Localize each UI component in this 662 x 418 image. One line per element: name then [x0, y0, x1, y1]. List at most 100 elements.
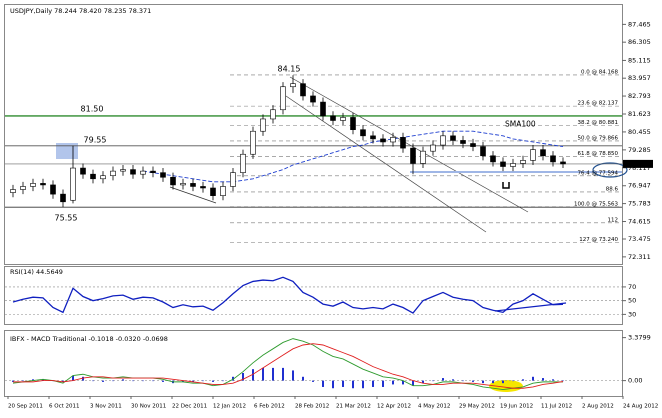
chart-title: USDJPY,Daily 78.244 78.420 78.235 78.371: [10, 7, 151, 15]
main-panel: [4, 4, 623, 265]
y-tick-label: 80.455: [628, 128, 651, 136]
x-tick-label: 4 May 2012: [418, 404, 450, 410]
histogram-bar: [122, 379, 124, 381]
histogram-bar: [272, 367, 274, 381]
y-tick-label: 83.957: [628, 74, 651, 82]
circle-annotation: [592, 162, 628, 178]
histogram-bar: [192, 380, 194, 382]
candle-body: [210, 187, 216, 196]
histogram-bar: [12, 380, 14, 382]
candle-body: [110, 170, 116, 177]
y-tick-label: 86.305: [628, 38, 651, 46]
y-tick-label: 50: [628, 297, 636, 305]
histogram-bar: [242, 372, 244, 381]
histogram-bar: [152, 380, 154, 382]
histogram-bar: [302, 376, 304, 381]
sma-line: [142, 130, 564, 183]
histogram-bar: [182, 380, 184, 382]
histogram-bar: [282, 367, 284, 381]
y-tick-label: 70: [628, 283, 636, 291]
y-tick-label: 3.3799: [628, 334, 651, 342]
candle-body: [290, 83, 296, 88]
candle-body: [270, 109, 276, 120]
histogram-bar: [482, 380, 484, 384]
macd-panel: [4, 330, 623, 397]
candle-body: [450, 135, 456, 141]
x-tick-label: 24 Aug 2012: [623, 404, 658, 410]
candle-body: [380, 138, 386, 143]
histogram-bar: [262, 367, 264, 381]
candle-body: [160, 172, 166, 178]
candle-body: [360, 129, 366, 137]
fib-label: 127 @ 73.240: [579, 237, 618, 243]
fib-label: 76.4 @ 77.594: [578, 170, 619, 176]
candle-body: [90, 173, 96, 180]
y-tick-label: 75.783: [628, 200, 651, 208]
candle-body: [60, 193, 66, 203]
channel-line: [289, 76, 529, 213]
histogram-bar: [452, 379, 454, 381]
candle-body: [540, 149, 546, 157]
peak-label: 84.15: [278, 65, 301, 74]
x-tick-label: 6 Oct 2011: [49, 404, 80, 410]
candle-body: [40, 183, 46, 186]
candle-body: [200, 186, 206, 189]
x-tick-label: 2 Aug 2012: [582, 404, 614, 410]
candle-body: [130, 169, 136, 175]
histogram-bar: [82, 376, 84, 381]
x-tick-label: 20 Sep 2011: [8, 404, 43, 410]
candle-body: [350, 117, 356, 130]
x-tick-label: 12 Jan 2012: [213, 404, 246, 410]
histogram-bar: [32, 379, 34, 381]
candle-body: [320, 101, 326, 117]
histogram-bar: [72, 375, 74, 381]
candle-body: [50, 184, 56, 195]
rsi-title: RSI(14) 44.5649: [10, 268, 63, 276]
y-tick-label: 0.00: [628, 377, 642, 385]
histogram-bar: [42, 379, 44, 381]
candle-body: [560, 161, 566, 165]
candle-body: [260, 118, 266, 132]
y-tick-label: 87.465: [628, 20, 651, 28]
fib-label: 23.6 @ 82.137: [578, 101, 619, 107]
histogram-bar: [312, 380, 314, 382]
histogram-bar: [512, 380, 514, 382]
level-label: 81.50: [81, 104, 104, 113]
candle-body: [280, 86, 286, 111]
candle-body: [460, 140, 466, 144]
candle-body: [230, 172, 236, 187]
histogram-bar: [442, 378, 444, 381]
fib-label: 112: [608, 217, 619, 223]
y-tick-label: 82.793: [628, 92, 651, 100]
candle-body: [410, 147, 416, 164]
histogram-bar: [22, 380, 24, 382]
fib-label: 100.0 @ 75.563: [574, 201, 618, 207]
candle-body: [120, 169, 126, 172]
histogram-bar: [342, 380, 344, 387]
candle-body: [80, 167, 86, 175]
level-label: 75.55: [55, 214, 78, 223]
y-tick-label: 76.947: [628, 182, 651, 190]
level-label: 79.55: [84, 135, 107, 144]
x-tick-label: 30 Nov 2011: [131, 404, 166, 410]
candle-body: [470, 143, 476, 147]
x-tick-label: 21 Mar 2012: [336, 404, 371, 410]
histogram-bar: [542, 378, 544, 381]
candle-body: [510, 163, 516, 167]
candle-body: [550, 155, 556, 163]
x-tick-label: 3 Nov 2011: [90, 404, 122, 410]
histogram-bar: [132, 380, 134, 382]
histogram-bar: [232, 376, 234, 381]
histogram-bar: [62, 380, 64, 382]
histogram-bar: [102, 380, 104, 382]
x-tick-label: 6 Feb 2012: [254, 404, 285, 410]
histogram-bar: [322, 380, 324, 387]
candle-body: [440, 135, 446, 146]
candle-body: [330, 115, 336, 121]
rsi-line: [12, 276, 564, 314]
histogram-bar: [352, 380, 354, 389]
candle-body: [370, 135, 376, 140]
histogram-bar: [462, 380, 464, 382]
candle-body: [170, 176, 176, 186]
